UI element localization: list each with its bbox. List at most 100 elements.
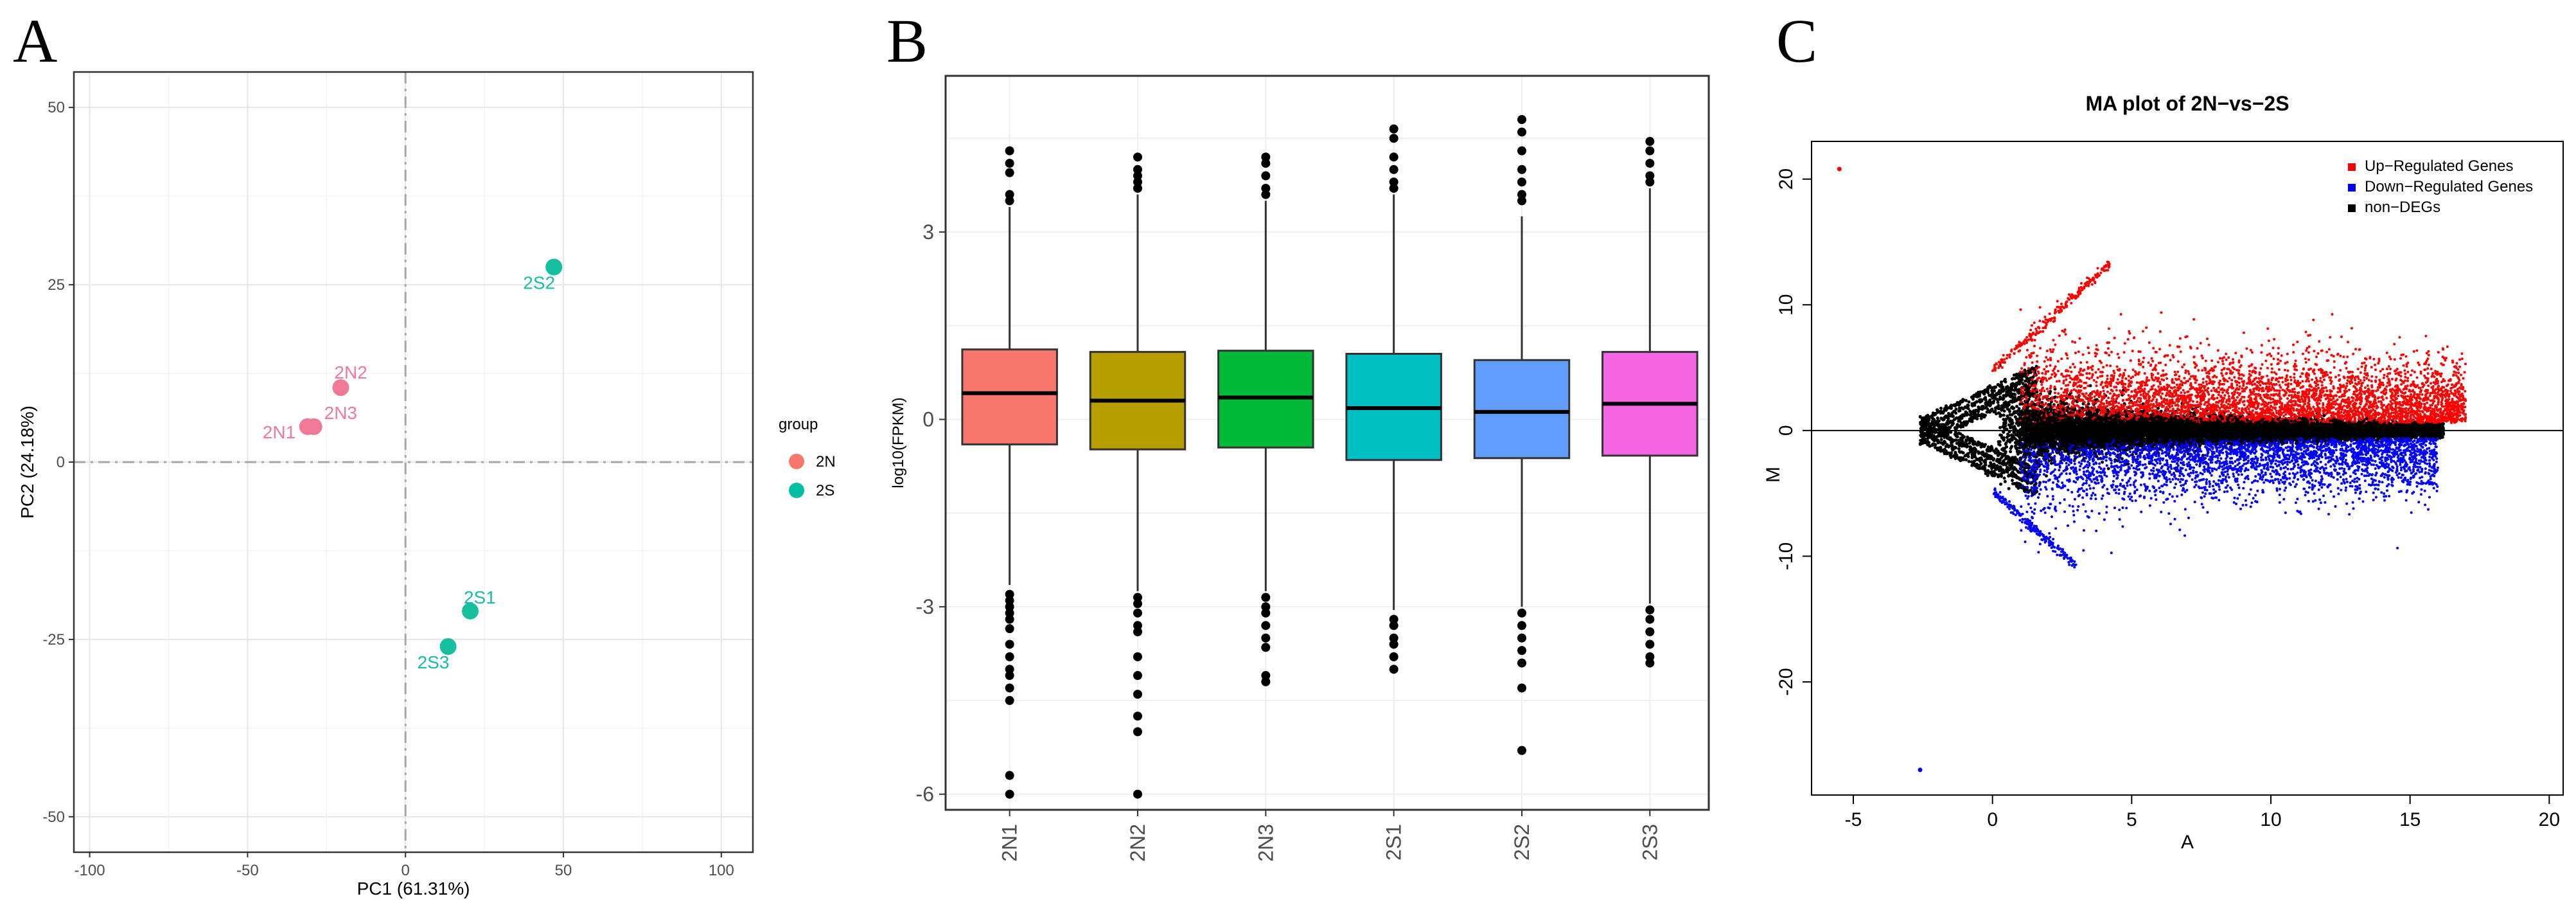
- outlier-point: [1517, 633, 1526, 643]
- outlier-point: [1517, 127, 1526, 137]
- plot-border: [944, 75, 1710, 811]
- x-tick-label: 5: [2126, 809, 2137, 830]
- outlier-point: [1133, 671, 1142, 681]
- x-tick-label: 20: [2539, 809, 2560, 830]
- x-tick-label: 15: [2399, 809, 2421, 830]
- outlier-point: [1517, 608, 1526, 618]
- panel-c-ma-plot: C MA plot of 2N−vs−2S -5 0 5 10 15 20 20 10 0 -10 -…: [1763, 6, 2564, 853]
- outlier-point: [1645, 639, 1655, 649]
- panel-a-letter: A: [13, 6, 57, 75]
- outlier-point: [1261, 643, 1271, 652]
- x-tick-label: -50: [236, 862, 259, 879]
- y-tick-label: 10: [1776, 294, 1797, 316]
- y-tick-label: 0: [1776, 425, 1797, 436]
- data-point: [439, 638, 457, 655]
- legend-key: [2348, 163, 2356, 171]
- legend-key: [789, 454, 804, 469]
- panel-b-plot-area: 3 0 -3 -6 log10(FPKM) 2N1 2N2 2N3 2S1 2S2 2S3: [890, 75, 1710, 862]
- outlier-point: [1517, 115, 1526, 125]
- x-axis-title: A: [2181, 832, 2194, 853]
- x-tick-label: 2S1: [1382, 824, 1406, 861]
- y-tick-label: 3: [922, 220, 934, 244]
- outlier-point: [1005, 671, 1014, 681]
- outlier-point: [1261, 602, 1271, 612]
- y-axis-title: M: [1763, 467, 1784, 483]
- outlier-point: [1261, 159, 1271, 168]
- outlier-point: [1005, 602, 1014, 612]
- y-tick-label: 20: [1776, 168, 1797, 190]
- panel-b-boxplot: B 3 0 -3 -6 log10(FPKM) 2N1 2N2 2N3 2S1 2S2 2S3: [887, 6, 1710, 862]
- panel-c-letter: C: [1776, 6, 1817, 75]
- x-tick-label: 0: [401, 862, 410, 879]
- outlier-point: [1133, 165, 1142, 174]
- outlier-point: [1389, 633, 1398, 643]
- outlier-point: [1133, 593, 1142, 602]
- outlier-point: [1133, 727, 1142, 737]
- outlier-point: [1133, 621, 1142, 630]
- outlier-point: [1133, 171, 1142, 181]
- outlier-point: [1389, 639, 1398, 649]
- y-tick-label: -25: [42, 631, 65, 648]
- point-label: 2N3: [324, 403, 357, 423]
- legend-key: [2348, 204, 2356, 212]
- outlier-point: [1645, 627, 1655, 637]
- point-label: 2N2: [334, 362, 367, 382]
- x-tick-label: 2S2: [1510, 824, 1533, 861]
- y-tick-label: 0: [57, 454, 65, 471]
- point-label: 2S3: [418, 652, 450, 672]
- outlier-point: [1005, 608, 1014, 618]
- outlier-point: [1005, 683, 1014, 693]
- plot-title: MA plot of 2N−vs−2S: [2085, 92, 2289, 115]
- outlier-point: [1389, 124, 1398, 134]
- outlier-point: [1645, 177, 1655, 187]
- box: [961, 348, 1058, 445]
- x-tick-label: 100: [709, 862, 734, 879]
- outlier-point: [1389, 152, 1398, 162]
- outlier-point: [1389, 183, 1398, 193]
- point-cloud: [1918, 260, 2467, 569]
- outlier-point: [1005, 196, 1014, 206]
- x-axis-title: PC1 (61.31%): [357, 879, 470, 899]
- outlier-point: [1645, 159, 1655, 168]
- up-regulated-points: [1991, 260, 2467, 425]
- plot-background: [946, 76, 1709, 810]
- panel-b-letter: B: [887, 6, 928, 75]
- point-label: 2S1: [464, 587, 496, 607]
- outlier-point: [1517, 177, 1526, 187]
- legend-key: [2348, 184, 2356, 192]
- outlier-point: [1133, 152, 1142, 162]
- outlier-point: [1261, 621, 1271, 630]
- x-tick-label: -5: [1845, 809, 1862, 830]
- outlier-point: [1517, 646, 1526, 656]
- y-tick-label: -10: [1776, 542, 1797, 570]
- legend-label: 2S: [816, 482, 834, 499]
- legend-label: Down−Regulated Genes: [2365, 178, 2533, 195]
- outlier-point: [1261, 171, 1271, 181]
- outlier-point: [1261, 671, 1271, 681]
- x-tick-label: 0: [1987, 809, 1998, 830]
- outlier-point: [1645, 614, 1655, 624]
- legend-label: non−DEGs: [2365, 199, 2440, 216]
- panel-c-plot-area: MA plot of 2N−vs−2S -5 0 5 10 15 20 20 10 0 -10 -20…: [1763, 92, 2564, 853]
- outlier-point: [1133, 608, 1142, 618]
- outlier-point: [1005, 771, 1014, 780]
- non-deg-core: [2018, 400, 2384, 466]
- down-regulated-points: [1992, 436, 2439, 569]
- y-tick-label: -50: [42, 809, 65, 826]
- outlier-point: [1005, 614, 1014, 624]
- outlier-point: [1645, 137, 1655, 147]
- outlier-point: [1133, 690, 1142, 699]
- x-tick-label: 2N1: [998, 824, 1021, 862]
- box: [1473, 359, 1571, 460]
- outlier-point: [1133, 652, 1142, 661]
- outlier-point: [1261, 593, 1271, 602]
- y-tick-label: -3: [916, 595, 934, 618]
- outlier-point: [1133, 599, 1142, 609]
- outlier-point: [1005, 168, 1014, 177]
- point-label: 2S2: [523, 273, 555, 293]
- outlier-point: [1005, 789, 1014, 799]
- outlier-point: [1389, 165, 1398, 174]
- y-tick-label: -20: [1776, 668, 1797, 695]
- outlier-point: [1261, 183, 1271, 193]
- outlier-point: [1005, 596, 1014, 605]
